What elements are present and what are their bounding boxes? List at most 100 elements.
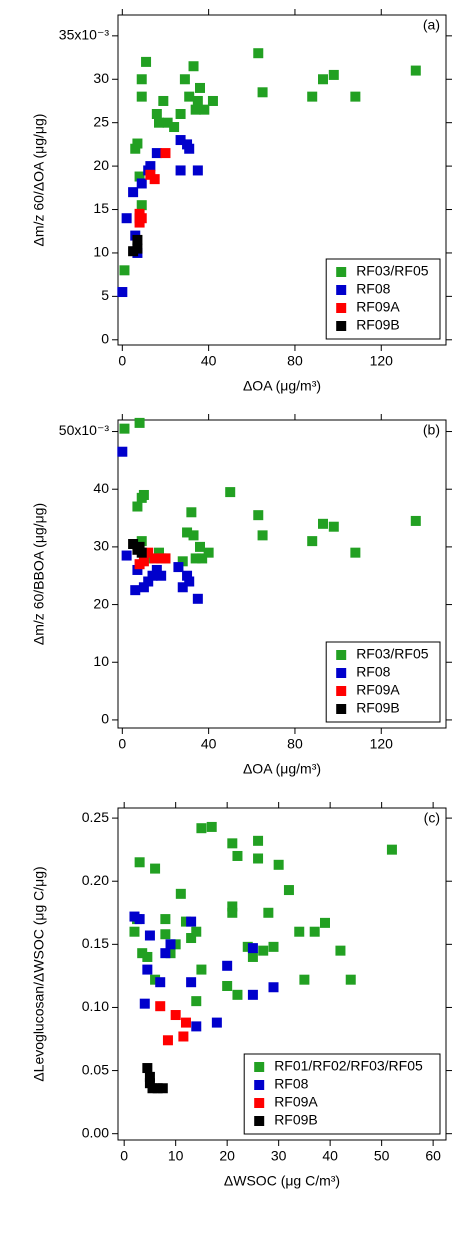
legend-swatch [336, 285, 347, 295]
legend-label: RF08 [356, 281, 390, 297]
point [151, 148, 162, 159]
point [225, 487, 236, 498]
point [136, 74, 147, 85]
point [191, 996, 202, 1007]
point [132, 564, 143, 575]
panel-label: (b) [423, 422, 440, 438]
plot-frame [117, 807, 447, 1141]
point [191, 926, 202, 937]
x-tick-label: 40 [322, 1148, 338, 1164]
point [144, 930, 155, 941]
legend-swatch [336, 668, 347, 678]
point [192, 593, 203, 604]
legend-swatch [336, 303, 347, 313]
point [132, 138, 143, 149]
point [129, 911, 140, 922]
y-tick-label: 5 [101, 287, 109, 303]
point [410, 65, 421, 76]
point [143, 547, 154, 558]
point [162, 1035, 173, 1046]
point [232, 989, 243, 1000]
legend-swatch [336, 267, 347, 277]
point [160, 148, 171, 159]
legend-swatch [254, 1116, 265, 1126]
point [268, 982, 279, 993]
point [207, 95, 218, 106]
point [117, 446, 128, 457]
x-tick-label: 0 [118, 736, 126, 752]
point [138, 556, 149, 567]
point [253, 853, 264, 864]
point [175, 165, 186, 176]
point [294, 926, 305, 937]
legend-label: RF09B [356, 700, 400, 716]
point [203, 547, 214, 558]
legend-swatch [336, 686, 347, 696]
point [136, 547, 147, 558]
point [175, 135, 186, 146]
point [160, 914, 171, 925]
y-tick-label: 0.00 [82, 1124, 109, 1140]
point [328, 69, 339, 80]
point [283, 885, 294, 896]
y-tick-label: 20 [93, 157, 109, 173]
point [211, 1017, 222, 1028]
point [142, 964, 153, 975]
point [132, 501, 143, 512]
point [165, 939, 176, 950]
point [169, 122, 180, 133]
point [158, 95, 169, 106]
point [136, 200, 147, 211]
point [186, 507, 197, 518]
legend-box [243, 1053, 441, 1135]
y-tick-label: 10 [93, 653, 109, 669]
point [188, 530, 199, 541]
x-tick-label: 120 [370, 736, 394, 752]
x-tick-label: 80 [287, 353, 303, 369]
point [136, 91, 147, 102]
point [138, 489, 149, 500]
point [307, 91, 318, 102]
point [242, 941, 253, 952]
legend-label: RF09A [356, 299, 400, 315]
point [142, 1063, 153, 1074]
point [328, 521, 339, 532]
point [132, 243, 143, 254]
point [136, 178, 147, 189]
y-tick-label: 0.15 [82, 935, 109, 951]
point [182, 527, 193, 538]
legend-label: RF08 [356, 664, 390, 680]
x-tick-label: 120 [370, 353, 394, 369]
point [232, 850, 243, 861]
point [309, 926, 320, 937]
point [182, 570, 193, 581]
point [119, 423, 130, 434]
y-tick-label: 0 [101, 711, 109, 727]
y-axis-label: ΔLevoglucosan/ΔWSOC (μg C/μg) [31, 866, 47, 1081]
x-tick-label: 0 [120, 1148, 128, 1164]
point [156, 570, 167, 581]
point [257, 530, 268, 541]
point [184, 91, 195, 102]
panel-label: (c) [424, 810, 440, 826]
point [258, 945, 269, 956]
point [129, 926, 140, 937]
y-tick-label: 0.20 [82, 872, 109, 888]
legend-swatch [336, 704, 347, 714]
point [253, 510, 264, 521]
point [139, 998, 150, 1009]
point [160, 929, 171, 940]
legend-swatch [336, 321, 347, 331]
point [160, 948, 171, 959]
x-tick-label: 40 [201, 736, 217, 752]
point [222, 960, 233, 971]
point [273, 859, 284, 870]
point [134, 857, 145, 868]
point [227, 901, 238, 912]
y-tick-label: 30 [93, 70, 109, 86]
point [175, 888, 186, 899]
x-tick-label: 0 [118, 353, 126, 369]
point [130, 585, 141, 596]
legend-box [325, 641, 441, 723]
y-tick-label: 30 [93, 538, 109, 554]
